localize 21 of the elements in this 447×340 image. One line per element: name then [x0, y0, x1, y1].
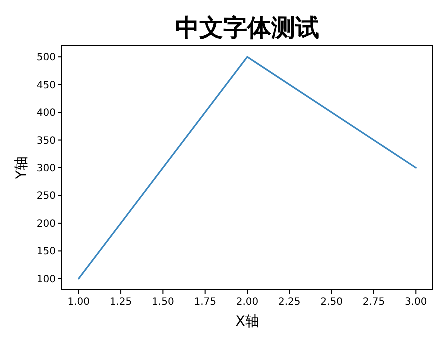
y-tick-label: 500 — [36, 52, 56, 64]
x-tick-label: 1.75 — [194, 297, 216, 308]
y-tick-label: 200 — [36, 218, 56, 230]
y-tick-label: 350 — [36, 136, 56, 147]
chart-title: 中文字体测试 — [176, 14, 320, 42]
y-tick-label: 450 — [36, 80, 56, 92]
y-tick-label: 250 — [36, 191, 56, 202]
x-tick-label: 2.25 — [278, 297, 301, 308]
x-tick-label: 3.00 — [405, 297, 428, 308]
y-tick-label: 100 — [36, 274, 56, 286]
y-tick-label: 400 — [36, 108, 56, 120]
x-tick-label: 1.50 — [152, 297, 174, 308]
x-axis-title: X轴 — [236, 314, 260, 330]
x-tick-label: 1.00 — [68, 297, 90, 308]
x-tick-label: 1.25 — [110, 297, 132, 308]
y-tick-label: 300 — [36, 164, 56, 174]
x-tick-label: 2.00 — [236, 297, 259, 308]
x-tick-label: 2.50 — [320, 297, 343, 308]
y-tick-label: 150 — [36, 246, 56, 258]
x-tick-label: 2.75 — [362, 297, 386, 308]
y-axis-title: Y轴 — [14, 156, 30, 180]
